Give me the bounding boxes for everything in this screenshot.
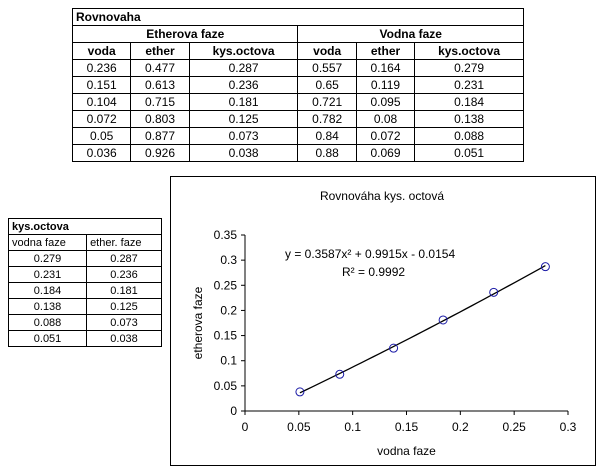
table-row: 0.279 0.287 <box>7 250 162 267</box>
table-cell: 0.181 <box>86 282 162 299</box>
table-cell: 0.877 <box>130 127 190 145</box>
table-cell: 0.151 <box>71 76 132 94</box>
x-tick-label: 0.25 <box>502 420 526 434</box>
y-tick-label: 0.2 <box>220 303 237 317</box>
table-cell: 0.073 <box>188 127 299 145</box>
table-row: 0.036 0.926 0.038 0.88 0.069 0.051 <box>71 144 524 162</box>
y-tick-label: 0 <box>230 404 237 418</box>
table-title: kys.octova <box>8 218 162 235</box>
column-header: kys.octova <box>188 42 299 60</box>
chart-frame <box>170 176 596 466</box>
table-cell: 0.926 <box>130 144 190 162</box>
table-cell: 0.721 <box>297 93 357 111</box>
data-point <box>438 315 448 325</box>
equilibrium-table: Rovnovaha Etherova faze Vodna faze voda ethe… <box>71 8 524 162</box>
x-axis-label: vodna faze <box>377 444 436 458</box>
x-tick-label: 0 <box>242 420 249 434</box>
data-point <box>540 262 550 272</box>
table-cell: 0.88 <box>297 144 357 162</box>
trendline <box>299 265 546 394</box>
acetic-acid-table: kys.octova vodna faze ether. faze 0.279 0.28… <box>7 218 162 347</box>
table-cell: 0.557 <box>297 59 357 77</box>
y-axis-label: etherova faze <box>191 286 205 359</box>
table-row: 0.088 0.073 <box>7 314 162 331</box>
table-cell: 0.236 <box>86 266 162 283</box>
table-cell: 0.069 <box>355 144 416 162</box>
table-cell: 0.715 <box>130 93 190 111</box>
y-tick-label: 0.25 <box>214 278 238 292</box>
data-point <box>295 387 305 397</box>
data-point <box>335 369 345 379</box>
table-row: 0.051 0.038 <box>7 330 162 347</box>
x-tick-label: 0.1 <box>344 420 361 434</box>
table-cell: 0.119 <box>355 76 416 94</box>
table-row: 0.236 0.477 0.287 0.557 0.164 0.279 <box>71 59 524 77</box>
table-cell: 0.08 <box>355 110 416 128</box>
x-tick-label: 0.15 <box>395 420 419 434</box>
table-row: 0.05 0.877 0.073 0.84 0.072 0.088 <box>71 127 524 145</box>
table-row: 0.104 0.715 0.181 0.721 0.095 0.184 <box>71 93 524 111</box>
table-cell: 0.038 <box>86 330 162 347</box>
x-tick-label: 0.2 <box>452 420 469 434</box>
r-squared-label: R² = 0.9992 <box>342 265 405 279</box>
table-row: 0.138 0.125 <box>7 298 162 315</box>
table-cell: 0.104 <box>71 93 132 111</box>
data-point <box>389 343 399 353</box>
y-tick-label: 0.3 <box>220 253 237 267</box>
column-header: ether. faze <box>86 234 162 251</box>
column-header: ether <box>130 42 190 60</box>
x-tick-label: 0.05 <box>287 420 311 434</box>
table-cell: 0.038 <box>188 144 299 162</box>
y-tick-label: 0.05 <box>214 379 238 393</box>
table-cell: 0.184 <box>414 93 524 111</box>
data-point <box>489 287 499 297</box>
chart-title: Rovnováha kys. octová <box>320 189 444 203</box>
trendline-equation: y = 0.3587x² + 0.9915x - 0.0154 <box>285 247 455 261</box>
table-cell: 0.073 <box>86 314 162 331</box>
table-cell: 0.236 <box>71 59 132 77</box>
table-cell: 0.138 <box>414 110 524 128</box>
table-row: 0.151 0.613 0.236 0.65 0.119 0.231 <box>71 76 524 94</box>
table-cell: 0.138 <box>7 298 88 315</box>
table-cell: 0.036 <box>71 144 132 162</box>
y-tick-label: 0.35 <box>214 228 238 242</box>
column-header: kys.octova <box>414 42 524 60</box>
table-cell: 0.279 <box>7 250 88 267</box>
table-cell: 0.088 <box>414 127 524 145</box>
table-cell: 0.051 <box>7 330 88 347</box>
x-tick-label: 0.3 <box>560 420 577 434</box>
table-cell: 0.051 <box>414 144 524 162</box>
y-tick-label: 0.1 <box>220 354 237 368</box>
y-tick-label: 0.15 <box>214 329 238 343</box>
table-cell: 0.613 <box>130 76 190 94</box>
table-cell: 0.164 <box>355 59 416 77</box>
table-cell: 0.236 <box>188 76 299 94</box>
table-cell: 0.125 <box>86 298 162 315</box>
table-cell: 0.231 <box>414 76 524 94</box>
